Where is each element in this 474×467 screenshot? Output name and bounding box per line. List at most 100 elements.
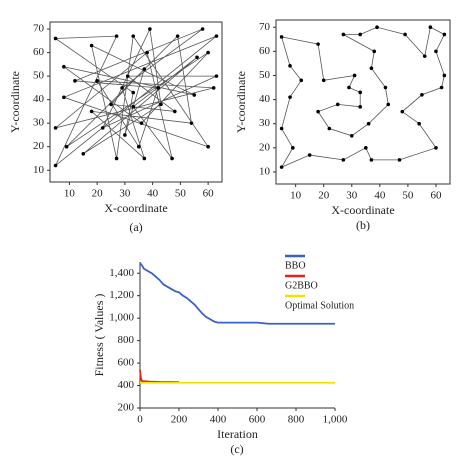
y-tick-label: 800	[118, 334, 135, 346]
x-tick-label: 40	[147, 188, 159, 200]
x-tick-label: 20	[92, 188, 104, 200]
city-point	[442, 73, 447, 78]
x-tick-label: 400	[210, 414, 227, 426]
x-tick-label: 40	[374, 190, 386, 202]
caption: (b)	[356, 218, 370, 232]
city-point	[299, 78, 304, 83]
y-tick-label: 10	[33, 164, 45, 176]
city-point	[397, 158, 402, 162]
city-point	[100, 126, 105, 130]
city-point	[291, 146, 295, 150]
city-point	[349, 133, 354, 138]
city-point	[53, 36, 58, 41]
city-point	[73, 79, 77, 83]
y-tick-label: 30	[33, 117, 45, 129]
city-point	[64, 144, 69, 149]
city-point	[53, 163, 58, 168]
city-point	[142, 67, 147, 71]
legend-label: G2BBO	[285, 280, 318, 291]
x-tick-label: 20	[318, 190, 330, 202]
y-tick-label: 1,200	[109, 289, 134, 301]
y-axis-label: Fitness ( Values )	[92, 294, 106, 377]
x-tick-label: 600	[249, 414, 266, 426]
city-point	[173, 109, 177, 114]
caption: (c)	[230, 442, 243, 456]
city-point	[288, 95, 292, 99]
city-point	[347, 85, 351, 90]
x-axis-label: X-coordinate	[104, 201, 167, 215]
x-tick-label: 50	[175, 188, 187, 200]
legend-label: Optimal Solution	[285, 300, 354, 311]
city-point	[192, 93, 197, 97]
city-point	[62, 64, 66, 69]
y-tick-label: 50	[259, 69, 271, 81]
city-point	[372, 49, 377, 54]
y-tick-label: 20	[33, 140, 45, 152]
city-point	[307, 153, 312, 157]
x-axis-label: Iteration	[217, 427, 258, 441]
city-point	[159, 102, 163, 107]
city-point	[375, 25, 379, 30]
x-axis-label: X-coordinate	[331, 203, 394, 217]
city-point	[403, 32, 407, 37]
city-point	[386, 102, 391, 107]
y-tick-label: 60	[259, 45, 271, 57]
city-point	[439, 85, 444, 90]
y-tick-label: 20	[259, 141, 271, 153]
data-line	[280, 26, 445, 168]
city-point	[139, 121, 144, 125]
city-point	[352, 73, 357, 78]
city-point	[131, 90, 136, 95]
city-point	[214, 34, 219, 38]
y-tick-label: 50	[33, 70, 45, 82]
y-tick-label: 40	[259, 93, 271, 105]
legend-label: BBO	[285, 260, 306, 271]
x-tick-label: 60	[203, 188, 215, 200]
x-tick-label: 0	[137, 414, 143, 426]
city-point	[156, 86, 160, 90]
y-tick-label: 70	[259, 21, 271, 33]
city-point	[175, 34, 180, 38]
city-point	[120, 86, 124, 90]
plot-frame	[275, 19, 451, 185]
city-point	[420, 92, 424, 97]
city-point	[279, 165, 284, 169]
city-point	[417, 121, 421, 126]
city-point	[279, 126, 284, 131]
city-point	[95, 79, 99, 83]
y-axis-label: Y-coordinate	[234, 71, 248, 133]
city-point	[400, 109, 405, 114]
y-axis-label: Y-coordinate	[8, 71, 22, 133]
x-tick-label: 800	[288, 414, 305, 426]
y-tick-label: 40	[33, 93, 45, 105]
city-point	[114, 34, 119, 38]
city-point	[341, 32, 346, 37]
y-tick-label: 200	[118, 402, 135, 414]
city-point	[131, 34, 136, 38]
y-tick-label: 30	[259, 117, 271, 129]
city-point	[366, 121, 371, 126]
city-point	[358, 32, 362, 37]
x-tick-label: 10	[290, 190, 302, 202]
y-tick-label: 600	[118, 357, 135, 369]
city-point	[136, 144, 141, 149]
y-tick-label: 10	[259, 165, 271, 177]
x-tick-label: 200	[171, 414, 188, 426]
city-point	[335, 102, 340, 107]
city-point	[189, 121, 194, 125]
city-point	[279, 35, 284, 39]
city-point	[442, 32, 447, 37]
data-line	[139, 369, 180, 384]
y-tick-label: 1,000	[109, 312, 134, 324]
city-point	[145, 50, 149, 55]
city-point	[142, 156, 147, 161]
city-point	[200, 27, 205, 31]
city-point	[170, 156, 174, 161]
caption: (a)	[129, 220, 142, 234]
city-point	[131, 104, 136, 109]
x-tick-label: 30	[346, 190, 358, 202]
y-tick-label: 70	[33, 23, 45, 35]
city-point	[316, 109, 320, 114]
city-point	[89, 109, 94, 114]
